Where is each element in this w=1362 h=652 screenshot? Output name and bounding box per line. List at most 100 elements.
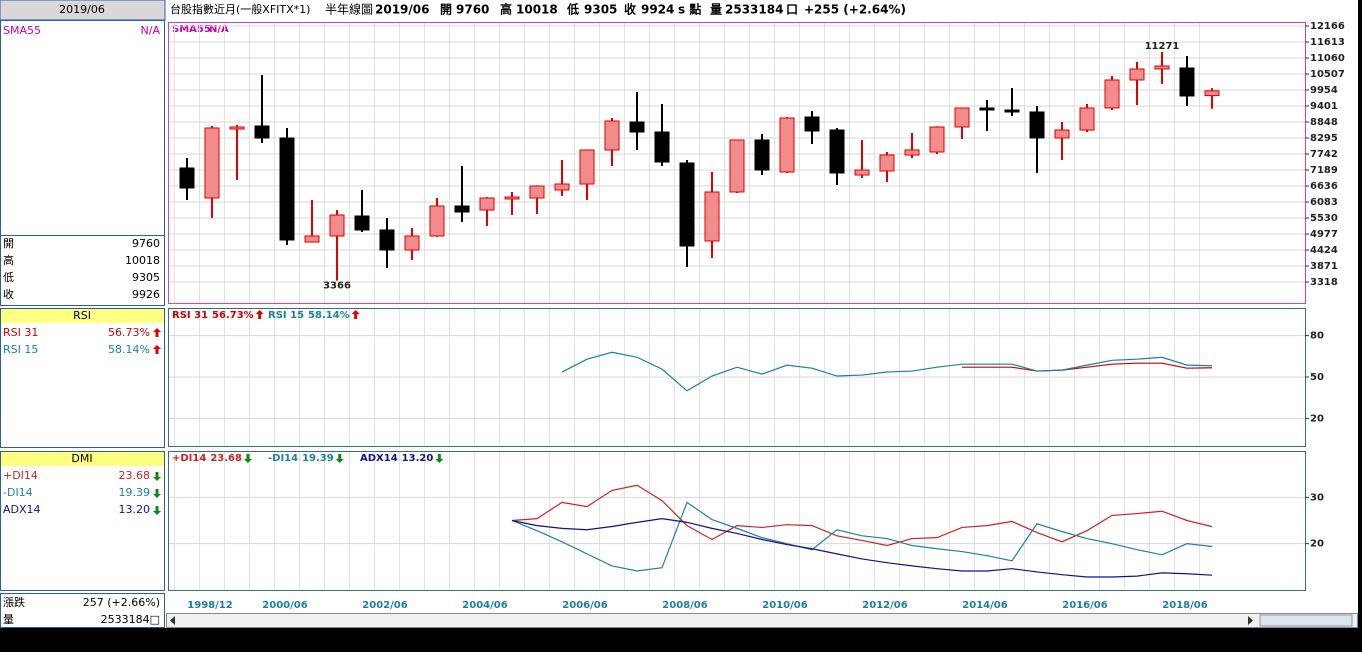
right-edge	[1358, 0, 1362, 652]
y-tick-label: 80	[1310, 331, 1324, 342]
sma-value: N/A	[141, 24, 161, 37]
open-value: 9760	[132, 237, 160, 250]
unit: s 點	[678, 2, 701, 17]
high-annotation: 11271	[1145, 41, 1180, 52]
scrollbar[interactable]	[166, 613, 1358, 628]
side-series-value: 13.20	[119, 503, 151, 516]
x-tick-label: 2010/06	[762, 600, 807, 611]
y-tick-label: 6083	[1310, 197, 1338, 208]
side-series-name: -DI14	[3, 486, 33, 499]
side-series-value: 58.14%	[108, 343, 150, 356]
legend-name: +DI14	[172, 453, 206, 464]
series-line	[511, 484, 1213, 547]
candle-body	[429, 205, 445, 237]
x-tick-label: 2016/06	[1062, 600, 1107, 611]
scroll-left[interactable]	[170, 616, 175, 625]
candle-body	[1129, 68, 1145, 81]
candle-body	[629, 121, 645, 133]
low-value: 9305	[132, 271, 160, 284]
arrow-down	[335, 454, 344, 463]
candle-body	[329, 214, 345, 237]
high-value: 10018	[125, 254, 160, 267]
candle-body	[404, 235, 420, 251]
x-tick-label: 2018/06	[1162, 600, 1207, 611]
candle-body	[454, 205, 470, 213]
product: 台股指數近月(一般XFITX*1)	[170, 2, 310, 16]
x-tick-label: 2006/06	[562, 600, 607, 611]
candle-body	[854, 169, 870, 176]
date: 2019/06	[59, 3, 105, 16]
candle-body	[179, 167, 195, 189]
side-series-name: RSI 15	[3, 343, 38, 356]
candle-body	[1029, 111, 1045, 139]
legend-name: RSI 15	[268, 310, 304, 321]
y-tick-label: 7189	[1310, 165, 1338, 176]
candle-body	[529, 185, 545, 199]
legend-name: -DI14	[268, 453, 298, 464]
close-label: 收	[624, 2, 636, 17]
volume-value: 2533184□	[101, 613, 160, 626]
candle-body	[1079, 107, 1095, 131]
side-series-value: 19.39	[119, 486, 151, 499]
candle-body	[954, 107, 970, 128]
y-tick-label: 11060	[1310, 53, 1345, 64]
y-tick-label: 20	[1310, 413, 1324, 424]
high-label: 高	[500, 2, 512, 17]
volume-label: 量	[710, 3, 722, 17]
x-tick-label: 2002/06	[362, 600, 407, 611]
candle-body	[604, 120, 620, 151]
series-line	[962, 362, 1213, 372]
candle-body	[1004, 109, 1020, 113]
candle-body	[754, 139, 770, 171]
side-dmi-box	[0, 451, 165, 591]
y-tick-label: 30	[1310, 492, 1324, 503]
scroll-right[interactable]	[1248, 616, 1253, 625]
candle-body	[1054, 129, 1070, 139]
y-tick-label: 4424	[1310, 245, 1338, 256]
series-line	[511, 518, 1213, 578]
candle-body	[829, 129, 845, 174]
bottom-bar	[0, 628, 1362, 652]
candle-body	[504, 196, 520, 200]
candle-body	[879, 154, 895, 172]
candle-body	[354, 215, 370, 231]
arrow-up	[153, 328, 161, 337]
candle-body	[1104, 79, 1120, 109]
y-tick-label: 8848	[1310, 117, 1338, 128]
dmi-panel	[168, 451, 1306, 591]
rsi-title: RSI	[73, 309, 91, 322]
y-tick-label: 3318	[1310, 277, 1338, 288]
candle-body	[779, 117, 795, 173]
x-tick-label: 2000/06	[262, 600, 307, 611]
chart-sma-name: SMA55	[172, 24, 211, 35]
side-bottom-box	[0, 593, 165, 628]
series-line	[511, 501, 1213, 572]
open-label: 開	[3, 237, 14, 250]
legend-value: 58.14%	[308, 310, 350, 321]
y-tick-label: 10507	[1310, 69, 1345, 80]
close-value: 9924	[641, 3, 674, 17]
high-label: 高	[3, 253, 14, 267]
low-annotation: 3366	[323, 281, 351, 292]
arrow-up	[255, 310, 264, 319]
x-tick-label: 2012/06	[862, 600, 907, 611]
candle-body	[979, 107, 995, 111]
y-tick-label: 8295	[1310, 133, 1338, 144]
candle-body	[254, 125, 270, 139]
candle-body	[579, 149, 595, 185]
candle-body	[554, 183, 570, 191]
candle-body	[679, 162, 695, 247]
open-value: 9760	[456, 3, 489, 17]
legend-value: 19.39	[302, 453, 334, 464]
x-tick-label: 2014/06	[962, 600, 1007, 611]
y-tick-label: 6636	[1310, 181, 1338, 192]
x-tick-label: 2004/06	[462, 600, 507, 611]
candle-body	[204, 127, 220, 199]
legend-name: RSI 31	[172, 310, 208, 321]
toolbar-icons[interactable]	[1259, 614, 1353, 627]
arrow-down	[153, 489, 161, 498]
y-tick-label: 9401	[1310, 101, 1338, 112]
arrow-down	[243, 454, 252, 463]
